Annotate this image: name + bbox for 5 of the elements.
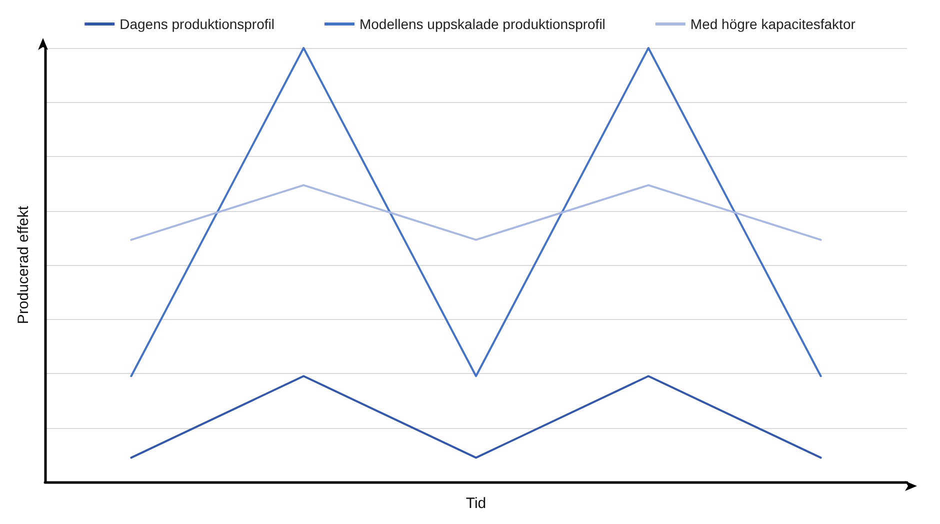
legend-label: Modellens uppskalade produktionsprofil bbox=[359, 16, 606, 32]
legend-label: Med högre kapacitesfaktor bbox=[690, 16, 856, 32]
x-axis-title: Tid bbox=[466, 495, 486, 512]
legend-label: Dagens produktionsprofil bbox=[120, 16, 274, 32]
y-axis-title: Producerad effekt bbox=[15, 205, 32, 324]
